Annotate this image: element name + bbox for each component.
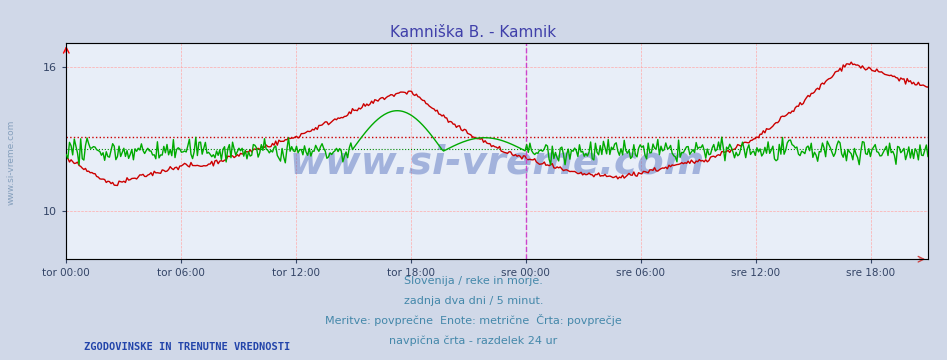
Text: ZGODOVINSKE IN TRENUTNE VREDNOSTI: ZGODOVINSKE IN TRENUTNE VREDNOSTI xyxy=(83,342,290,352)
Text: Slovenija / reke in morje.: Slovenija / reke in morje. xyxy=(404,276,543,287)
Text: www.si-vreme.com: www.si-vreme.com xyxy=(7,119,16,205)
Text: www.si-vreme.com: www.si-vreme.com xyxy=(290,143,705,181)
Text: Kamniška B. - Kamnik: Kamniška B. - Kamnik xyxy=(390,25,557,40)
Text: Meritve: povprečne  Enote: metrične  Črta: povprečje: Meritve: povprečne Enote: metrične Črta:… xyxy=(325,314,622,326)
Text: navpična črta - razdelek 24 ur: navpična črta - razdelek 24 ur xyxy=(389,335,558,346)
Text: zadnja dva dni / 5 minut.: zadnja dva dni / 5 minut. xyxy=(403,296,544,306)
